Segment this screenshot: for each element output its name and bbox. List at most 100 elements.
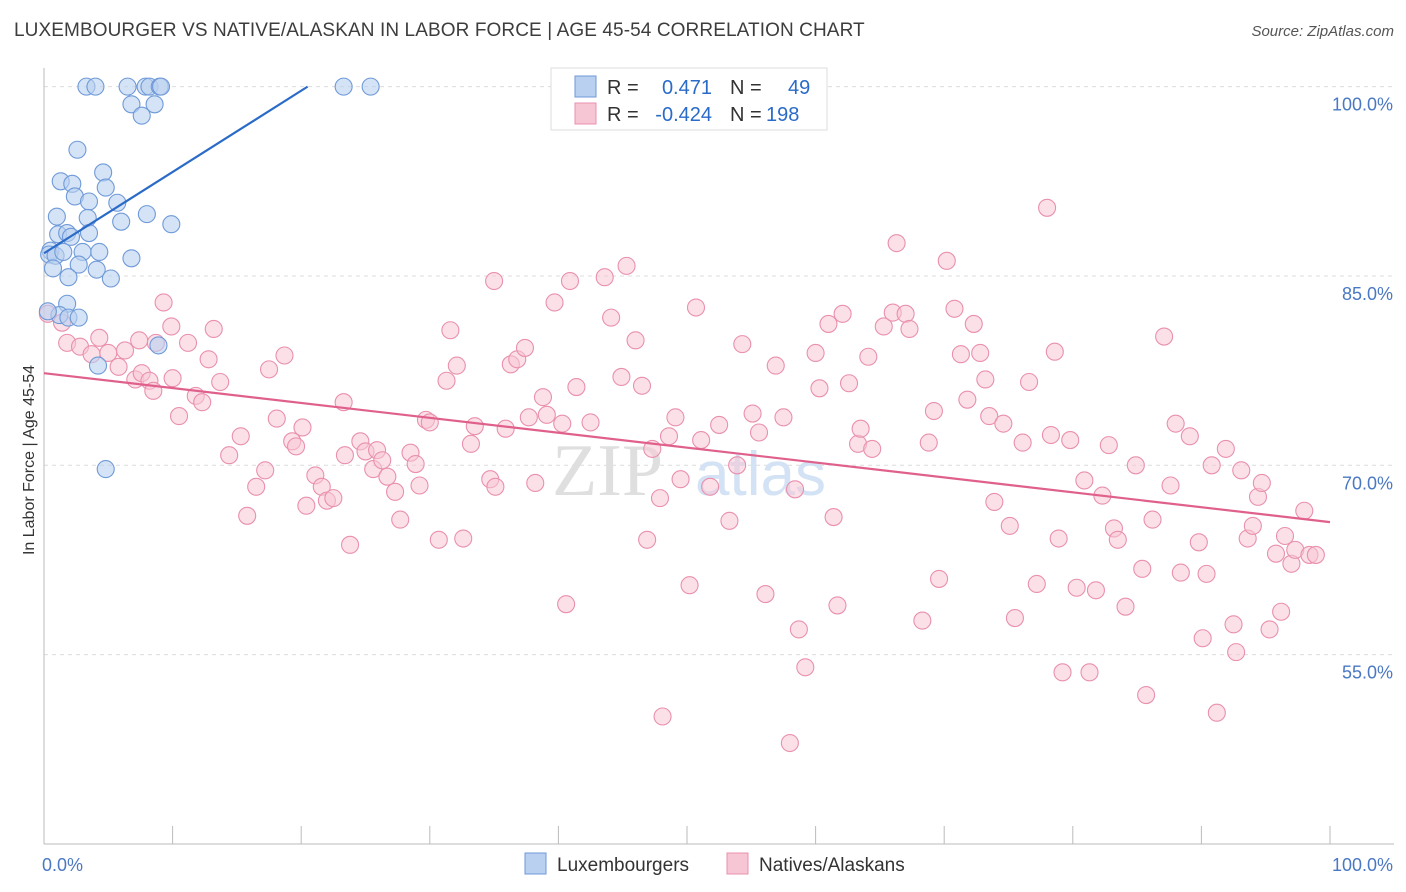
natives-alaskans-point <box>728 456 747 475</box>
natives-alaskans-point <box>766 356 785 375</box>
natives-alaskans-point <box>900 319 919 339</box>
stats-legend-n-label-1: N = <box>730 77 762 99</box>
stats-legend-r-label-2: R = <box>607 104 639 126</box>
natives-alaskans-point <box>1116 597 1135 616</box>
natives-alaskans-point <box>1020 372 1039 392</box>
natives-alaskans-point <box>1027 574 1046 594</box>
luxembourgers-point <box>96 178 115 197</box>
natives-alaskans-point <box>378 467 397 486</box>
natives-alaskans-point <box>913 611 932 630</box>
natives-alaskans-point <box>199 350 218 369</box>
natives-alaskans-point <box>1155 327 1174 346</box>
luxembourgers-point <box>162 215 181 234</box>
natives-alaskans-point <box>410 476 429 495</box>
natives-alaskans-point <box>193 393 212 412</box>
chart-source: Source: ZipAtlas.com <box>1251 23 1394 40</box>
natives-alaskans-point <box>976 370 995 389</box>
natives-alaskans-point <box>743 404 762 423</box>
natives-alaskans-point <box>1216 439 1235 458</box>
natives-alaskans-point <box>774 408 793 427</box>
natives-alaskans-points <box>38 198 1325 753</box>
luxembourgers-point <box>86 77 105 96</box>
natives-alaskans-point <box>666 408 685 427</box>
natives-alaskans-point <box>701 477 720 496</box>
natives-alaskans-point <box>373 451 392 470</box>
luxembourgers-point <box>69 255 88 274</box>
luxembourgers-point <box>69 308 88 327</box>
luxembourgers-point <box>87 260 106 279</box>
natives-alaskans-point <box>454 529 473 548</box>
natives-alaskans-point <box>324 489 343 508</box>
natives-alaskans-point <box>1038 198 1057 217</box>
natives-alaskans-point <box>824 508 843 527</box>
natives-alaskans-point <box>924 401 943 421</box>
natives-alaskans-point <box>1061 431 1080 450</box>
x-tick-labels: 0.0% 100.0% <box>42 855 1393 875</box>
luxembourgers-point <box>78 208 97 227</box>
natives-alaskans-point <box>537 405 556 424</box>
natives-alaskans-point <box>130 331 149 350</box>
stats-legend-box <box>550 67 828 131</box>
natives-alaskans-point <box>1000 516 1019 535</box>
luxembourgers-point <box>47 207 66 226</box>
luxembourgers-point <box>79 223 99 243</box>
natives-alaskans-point <box>789 620 808 639</box>
natives-alaskans-point <box>720 511 739 530</box>
natives-alaskans-point <box>671 470 690 489</box>
natives-alaskans-point <box>951 345 970 364</box>
natives-alaskans-point <box>1005 608 1024 628</box>
natives-alaskans-point <box>465 417 484 436</box>
natives-alaskans-point <box>896 304 915 323</box>
natives-alaskans-point <box>828 596 847 615</box>
natives-alaskans-point <box>1143 510 1162 529</box>
natives-alaskans-point <box>1266 544 1286 563</box>
grid-lines <box>44 86 1394 656</box>
y-tick-label-0: 100.0% <box>1332 95 1393 115</box>
natives-alaskans-point <box>211 372 230 392</box>
natives-alaskans-point <box>686 298 706 317</box>
natives-alaskans-point <box>749 423 769 442</box>
natives-alaskans-point <box>994 414 1013 433</box>
natives-alaskans-point <box>297 496 316 515</box>
stats-legend-n-value-1: 49 <box>788 77 810 99</box>
luxembourgers-point <box>96 460 115 479</box>
natives-alaskans-point <box>162 317 181 336</box>
natives-alaskans-point <box>1099 436 1118 455</box>
natives-alaskans-point <box>756 585 775 604</box>
natives-alaskans-point <box>833 304 852 323</box>
natives-alaskans-point <box>1041 425 1060 445</box>
natives-alaskans-point <box>90 328 109 347</box>
series-legend: Luxembourgers Natives/Alaskans <box>524 852 905 876</box>
natives-alaskans-point <box>810 379 829 398</box>
natives-alaskans-point <box>115 341 135 360</box>
y-tick-label-3: 55.0% <box>1342 663 1393 683</box>
natives-alaskans-point <box>557 595 576 614</box>
natives-alaskans-point <box>612 367 631 387</box>
natives-alaskans-point <box>545 293 564 312</box>
natives-alaskans-point <box>1067 578 1086 597</box>
luxembourgers-point <box>43 259 63 278</box>
natives-alaskans-point <box>1013 433 1032 452</box>
natives-alaskans-point <box>653 707 672 726</box>
natives-alaskans-point <box>659 427 679 446</box>
natives-alaskans-point <box>617 256 636 275</box>
y-tick-labels: 100.0% 85.0% 70.0% 55.0% <box>1332 95 1393 683</box>
luxembourgers-point <box>54 242 73 262</box>
trend-lines <box>43 85 1331 524</box>
natives-alaskans-point <box>391 510 410 529</box>
natives-alaskans-point <box>602 308 621 327</box>
natives-alaskans-point <box>780 733 799 753</box>
natives-alaskans-point <box>1232 461 1251 480</box>
series-legend-swatch-pink <box>726 852 749 875</box>
natives-alaskans-point <box>267 409 286 428</box>
luxembourgers-point <box>94 163 113 182</box>
natives-alaskans-point <box>293 418 312 437</box>
natives-alaskans-point <box>437 371 456 390</box>
natives-alaskans-point <box>496 419 515 438</box>
natives-alaskans-point <box>692 431 711 450</box>
natives-alaskans-point <box>1045 342 1064 361</box>
natives-alaskans-point <box>851 419 870 438</box>
natives-alaskans-point <box>1166 414 1185 433</box>
luxembourgers-point <box>68 140 87 159</box>
